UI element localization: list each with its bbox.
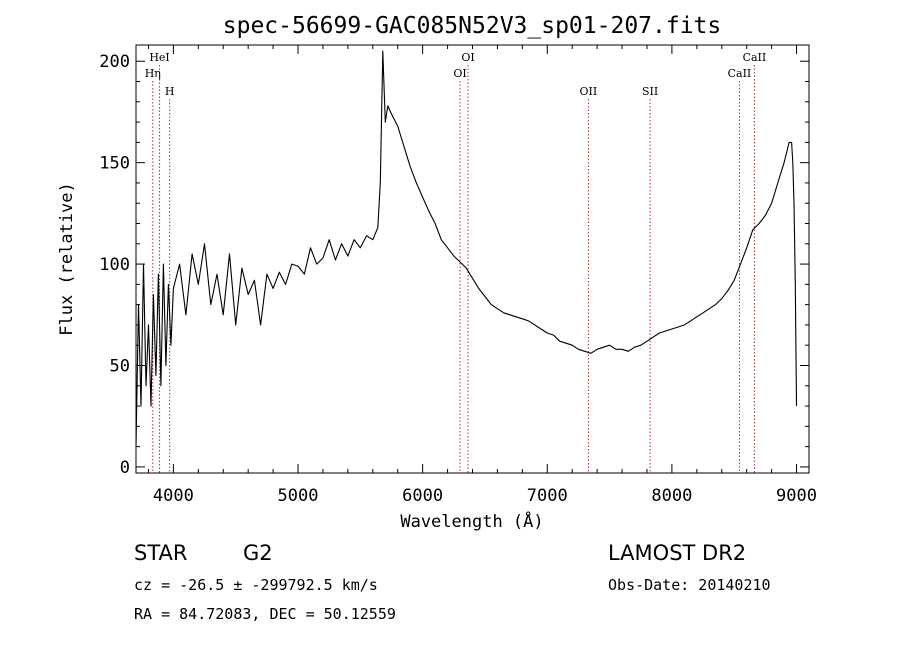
chart-title: spec-56699-GAC085N52V3_sp01-207.fits xyxy=(223,13,722,39)
line-label-0: Hη xyxy=(145,67,161,80)
line-label-7: CaII xyxy=(728,67,752,80)
obs-date: Obs-Date: 20140210 xyxy=(608,576,771,594)
line-label-5: OII xyxy=(580,85,598,98)
x-tick-label-5: 9000 xyxy=(776,486,817,506)
line-label-6: SII xyxy=(642,85,658,98)
object-subclass: G2 xyxy=(243,541,273,565)
line-label-8: CaII xyxy=(743,51,767,64)
y-tick-label-3: 150 xyxy=(99,154,130,174)
line-label-2: H xyxy=(165,85,175,98)
x-axis-title: Wavelength (Å) xyxy=(400,510,543,532)
line-label-4: OI xyxy=(461,51,474,64)
series-line-0 xyxy=(135,50,798,447)
y-axis-title: Flux (relative) xyxy=(57,182,77,336)
y-tick-label-2: 100 xyxy=(99,255,130,275)
line-label-3: OI xyxy=(453,67,466,80)
x-tick-label-3: 7000 xyxy=(527,486,568,506)
object-class: STAR xyxy=(134,541,187,565)
x-tick-label-1: 5000 xyxy=(278,486,319,506)
redshift-info: cz = -26.5 ± -299792.5 km/s xyxy=(134,576,378,594)
x-tick-label-0: 4000 xyxy=(153,486,194,506)
x-axis: 4000 5000 6000 7000 8000 9000 xyxy=(147,45,817,506)
y-tick-label-4: 200 xyxy=(99,52,130,72)
x-tick-label-2: 6000 xyxy=(402,486,443,506)
line-markers xyxy=(152,65,755,473)
line-labels: Hη HeI H OI OI OII SII CaII CaII xyxy=(145,51,767,98)
line-label-1: HeI xyxy=(149,51,169,64)
y-axis: 0 50 100 150 200 xyxy=(99,52,809,478)
y-tick-label-0: 0 xyxy=(120,458,130,478)
coordinates: RA = 84.72083, DEC = 50.12559 xyxy=(134,605,396,623)
plot-frame xyxy=(135,44,810,474)
survey-name: LAMOST DR2 xyxy=(608,541,746,565)
x-tick-label-4: 8000 xyxy=(651,486,692,506)
series-group xyxy=(135,50,798,447)
y-tick-label-1: 50 xyxy=(110,356,130,376)
